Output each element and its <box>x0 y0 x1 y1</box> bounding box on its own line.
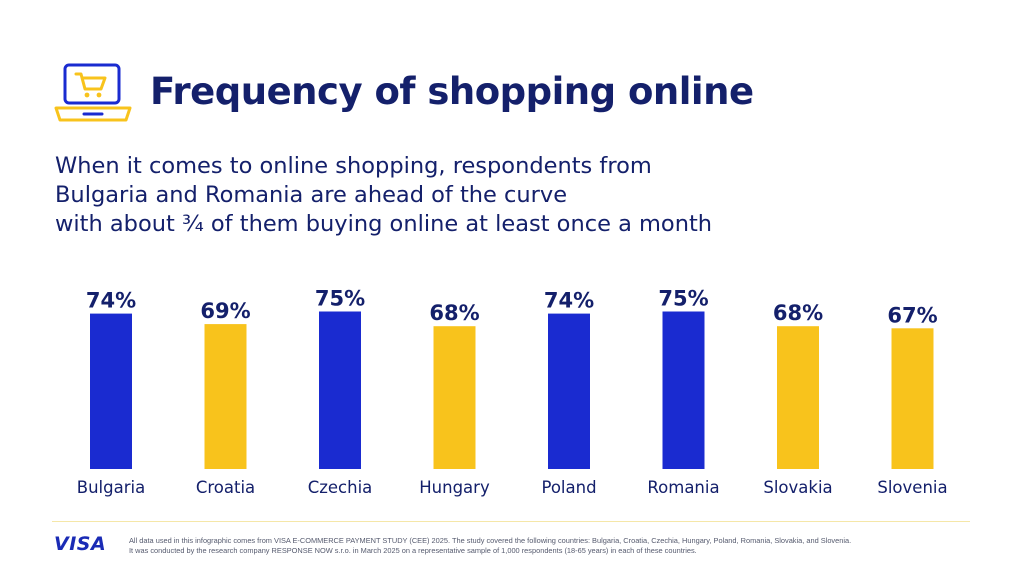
category-label: Czechia <box>308 478 373 497</box>
value-label: 74% <box>544 289 594 313</box>
laptop-cart-icon <box>54 62 134 124</box>
bar-chart-svg: 74% Bulgaria 69% Croatia 75% Czechia 68% Hungar… <box>77 287 948 498</box>
value-label: 69% <box>200 299 250 323</box>
bar-czechia <box>319 311 361 469</box>
category-label: Romania <box>647 478 719 497</box>
bar-poland <box>548 313 590 469</box>
footnote: All data used in this infographic comes … <box>129 536 989 556</box>
category-label: Poland <box>541 478 596 497</box>
bar-hungary <box>433 326 476 469</box>
category-label: Bulgaria <box>77 478 145 497</box>
value-label: 67% <box>887 303 937 327</box>
bar-slovenia <box>891 328 934 469</box>
value-label: 74% <box>86 289 136 313</box>
footer-divider <box>52 521 970 522</box>
page-title: Frequency of shopping online <box>150 70 754 113</box>
subtitle-line: with about ¾ of them buying online at le… <box>55 211 713 237</box>
category-label: Croatia <box>196 478 255 497</box>
footnote-line: It was conducted by the research company… <box>129 546 697 555</box>
visa-logo: VISA <box>54 533 107 555</box>
value-label: 68% <box>429 301 479 325</box>
value-label: 68% <box>773 301 823 325</box>
bar-bulgaria <box>90 313 132 469</box>
bar-croatia <box>204 324 247 469</box>
subtitle-line: Bulgaria and Romania are ahead of the cu… <box>55 182 568 208</box>
category-label: Hungary <box>419 478 490 497</box>
value-label: 75% <box>315 287 365 311</box>
footnote-line: All data used in this infographic comes … <box>129 536 852 545</box>
bar-chart: 74% Bulgaria 69% Croatia 75% Czechia 68% Hungar… <box>0 270 1024 510</box>
category-label: Slovakia <box>763 478 832 497</box>
category-label: Slovenia <box>877 478 947 497</box>
bar-romania <box>662 311 705 469</box>
subtitle: When it comes to online shopping, respon… <box>55 152 955 239</box>
value-label: 75% <box>658 287 708 311</box>
subtitle-line: When it comes to online shopping, respon… <box>55 153 652 179</box>
bar-slovakia <box>777 326 819 469</box>
